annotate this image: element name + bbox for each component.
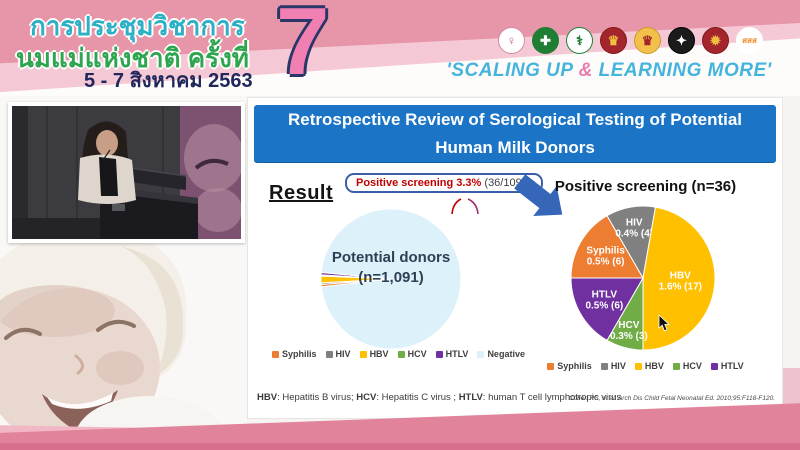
projection-screen bbox=[180, 106, 244, 239]
legend-item-hbv: HBV bbox=[634, 361, 664, 371]
callout-pointer-marks bbox=[451, 198, 479, 215]
slogan-close: LEARNING MORE' bbox=[592, 60, 772, 81]
legend-item-negative: Negative bbox=[477, 349, 525, 359]
pie-slice-hbv bbox=[642, 206, 716, 351]
legend-swatch-htlv bbox=[435, 350, 443, 358]
left-pie-center-label: Potential donors (n=1,091) bbox=[311, 248, 471, 287]
legend-item-hiv: HIV bbox=[600, 361, 626, 371]
result-heading: Result bbox=[269, 182, 334, 204]
pie-slice-label-syphilis: Syphilis 0.5% (6) bbox=[586, 245, 625, 267]
university-seal-black: ✦ bbox=[668, 27, 695, 54]
positive-screening-callout: Positive screening 3.3% (36/1091) bbox=[345, 173, 543, 193]
legend-potential-donors: Syphilis HIV HBV HCV HTLV Negative bbox=[266, 349, 531, 359]
presentation-slide: Retrospective Review of Serological Test… bbox=[247, 97, 783, 419]
legend-swatch-hiv bbox=[325, 350, 333, 358]
left-pie-label-line2: (n=1,091) bbox=[358, 268, 424, 286]
baby-eye-left bbox=[4, 327, 42, 340]
baby-eye-right bbox=[96, 319, 136, 332]
bottom-band-edge bbox=[0, 443, 800, 450]
conference-slogan: 'SCALING UP & LEARNING MORE' bbox=[420, 60, 798, 82]
presenter-video-feed bbox=[8, 102, 245, 243]
green-health-org-logo: ✚ bbox=[532, 27, 559, 54]
legend-swatch-hbv bbox=[359, 350, 367, 358]
pie-chart-positive-screening: Syphilis 0.5% (6) HIV 0.4% (4) HBV 1.6% (17) H… bbox=[570, 205, 716, 351]
legend-positive-screening: Syphilis HIV HBV HCV HTLV bbox=[543, 361, 748, 371]
legend-item-syphilis: Syphilis bbox=[272, 349, 317, 359]
legend-swatch-syphilis bbox=[547, 362, 555, 370]
right-chart-title: Positive screening (n=36) bbox=[554, 178, 737, 195]
legend-swatch-htlv bbox=[710, 362, 718, 370]
pie-slice-htlv bbox=[570, 277, 644, 342]
legend-item-hiv: HIV bbox=[325, 349, 351, 359]
conference-title-line2: นมแม่แห่งชาติ ครั้งที่ bbox=[16, 43, 249, 73]
legend-item-hcv: HCV bbox=[672, 361, 702, 371]
abbreviations-footnote: HBV: Hepatitis B virus; HCV: Hepatitis C… bbox=[257, 392, 622, 403]
royal-college-emblem-red: ♛ bbox=[600, 27, 627, 54]
pie-slice-syphilis bbox=[570, 214, 644, 279]
legend-swatch-negative bbox=[477, 350, 485, 358]
pie-slice-negative bbox=[320, 208, 462, 350]
legend-item-hcv: HCV bbox=[397, 349, 427, 359]
laptop bbox=[130, 168, 186, 190]
mother-and-child-foundation-logo: ♀ bbox=[498, 27, 525, 54]
blue-arrow-icon bbox=[514, 174, 563, 217]
left-pie-label-line1: Potential donors bbox=[331, 249, 451, 266]
conference-title-line1: การประชุมวิชาการ bbox=[30, 11, 245, 41]
legend-item-htlv: HTLV bbox=[710, 361, 744, 371]
pie-slice-label-hcv: HCV 0.3% (3) bbox=[610, 320, 648, 342]
legend-swatch-hiv bbox=[600, 362, 608, 370]
pie-slice-label-htlv: HTLV 0.5% (6) bbox=[585, 289, 623, 311]
callout-highlight: Positive screening 3.3% bbox=[356, 177, 482, 189]
royal-college-emblem-gold: ♛ bbox=[634, 27, 661, 54]
conference-banner: การประชุมวิชาการ นมแม่แห่งชาติ ครั้งที่ … bbox=[0, 0, 800, 96]
legend-item-syphilis: Syphilis bbox=[547, 361, 592, 371]
pie-chart-potential-donors bbox=[320, 208, 462, 350]
public-health-dept-logo: ⚕ bbox=[566, 27, 593, 54]
mouse-cursor bbox=[658, 315, 671, 332]
presenter-scene bbox=[12, 106, 244, 239]
sponsor-logos-row: ♀ ✚ ⚕ ♛ ♛ ✦ ✹ สสส bbox=[498, 27, 763, 54]
legend-swatch-hcv bbox=[397, 350, 405, 358]
thai-health-promotion-logo: สสส bbox=[736, 27, 763, 54]
right-pink-strip bbox=[783, 368, 800, 408]
presenter bbox=[78, 121, 136, 204]
legend-item-hbv: HBV bbox=[359, 349, 389, 359]
slide-title: Retrospective Review of Serological Test… bbox=[254, 105, 776, 162]
citation: Cohen RS, et al. Arch Dis Child Fetal Ne… bbox=[568, 395, 775, 402]
conference-date: 5 - 7 สิงหาคม 2563 bbox=[84, 70, 253, 92]
legend-swatch-hbv bbox=[634, 362, 642, 370]
slogan-ampersand: & bbox=[578, 60, 593, 81]
pie-slice-label-hiv: HIV 0.4% (4) bbox=[615, 217, 653, 239]
medical-society-seal-red: ✹ bbox=[702, 27, 729, 54]
conference-edition-number: 7 bbox=[276, 0, 330, 95]
legend-item-htlv: HTLV bbox=[435, 349, 468, 359]
legend-swatch-syphilis bbox=[272, 350, 280, 358]
pie-slice-label-hbv: HBV 1.6% (17) bbox=[659, 270, 702, 292]
legend-swatch-hcv bbox=[672, 362, 680, 370]
slogan-open: 'SCALING UP bbox=[446, 60, 579, 81]
